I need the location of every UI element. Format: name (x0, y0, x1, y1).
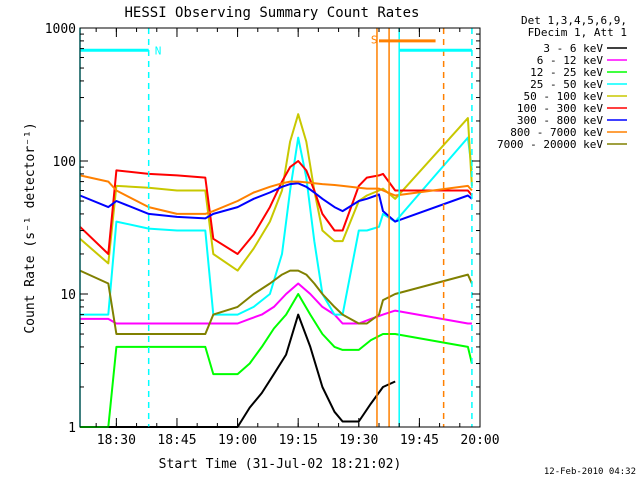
x-tick-label-0: 18:30 (97, 433, 136, 448)
y-tick-label-3: 1000 (45, 22, 76, 37)
legend-label-5: 100 - 300 keV (517, 102, 603, 115)
axes: 1 10 100 1000 18:30 18:45 19:00 19:15 19:30 19:45… (45, 22, 500, 448)
series-line-2 (80, 293, 473, 428)
legend-label-3: 25 - 50 keV (530, 78, 603, 91)
series-line-5 (79, 160, 473, 255)
x-tick-label-2: 19:00 (218, 433, 257, 448)
y-tick-label-2: 100 (53, 155, 76, 170)
legend-label-7: 800 - 7000 keV (510, 126, 603, 139)
legend-label-2: 12 - 25 keV (530, 66, 603, 79)
marker-label-0: N (155, 44, 162, 57)
series-line-7 (79, 174, 473, 215)
series-line-6 (79, 182, 473, 223)
legend-header-1: FDecim 1, Att 1 (528, 26, 627, 39)
series-line-0 (80, 313, 396, 428)
chart-title: HESSI Observing Summary Count Rates (124, 5, 419, 21)
legend-label-8: 7000 - 20000 keV (497, 138, 603, 151)
y-tick-label-1: 10 (60, 288, 76, 303)
legend: Det 1,3,4,5,6,9,FDecim 1, Att 1 3 - 6 keV… (497, 14, 627, 151)
x-tick-label-3: 19:15 (279, 433, 318, 448)
y-axis-label: Count Rate (s⁻¹ detector⁻¹) (23, 122, 38, 333)
timestamp-footer: 12-Feb-2010 04:32 (544, 467, 636, 477)
marker-label-1: S (371, 33, 378, 46)
legend-header-0: Det 1,3,4,5,6,9, (521, 14, 627, 27)
orbit-markers: NS (79, 28, 473, 427)
x-tick-label-1: 18:45 (157, 433, 196, 448)
series-line-3 (80, 136, 473, 316)
y-tick-label-0: 1 (68, 421, 76, 436)
legend-label-6: 300 - 800 keV (517, 114, 603, 127)
x-tick-label-4: 19:30 (339, 433, 378, 448)
legend-label-4: 50 - 100 keV (524, 90, 604, 103)
x-axis-label: Start Time (31-Jul-02 18:21:02) (159, 457, 402, 472)
legend-label-1: 6 - 12 keV (537, 54, 604, 67)
series-line-8 (79, 269, 473, 335)
legend-label-0: 3 - 6 keV (543, 42, 603, 55)
series-lines (79, 113, 473, 428)
plot-border (79, 27, 481, 428)
series-line-4 (79, 113, 473, 272)
x-tick-label-5: 19:45 (400, 433, 439, 448)
x-tick-label-6: 20:00 (460, 433, 499, 448)
